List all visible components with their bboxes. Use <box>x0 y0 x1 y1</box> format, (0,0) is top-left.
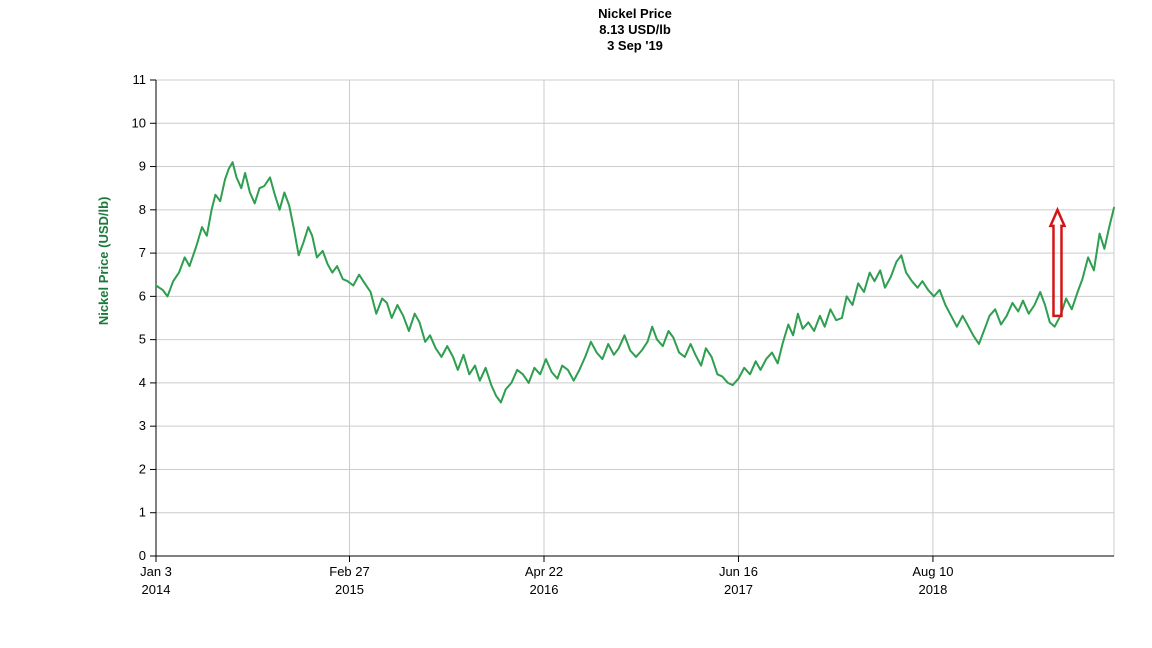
y-tick-label: 0 <box>139 548 146 563</box>
y-tick-label: 9 <box>139 159 146 174</box>
y-tick-label: 5 <box>139 332 146 347</box>
x-tick-label-line2: 2014 <box>142 582 171 597</box>
x-tick-label-line1: Aug 10 <box>912 564 953 579</box>
y-tick-label: 11 <box>133 72 147 87</box>
x-tick-label-line1: Jan 3 <box>140 564 172 579</box>
y-tick-label: 2 <box>139 461 146 476</box>
x-tick-label-line2: 2017 <box>724 582 753 597</box>
y-tick-label: 7 <box>139 245 146 260</box>
chart-subtitle-date: 3 Sep '19 <box>607 38 663 53</box>
y-tick-label: 8 <box>139 202 146 217</box>
y-tick-label: 4 <box>139 375 146 390</box>
y-tick-label: 3 <box>139 418 146 433</box>
y-axis-title: Nickel Price (USD/lb) <box>96 197 111 326</box>
x-tick-label-line2: 2015 <box>335 582 364 597</box>
x-tick-label-line1: Apr 22 <box>525 564 563 579</box>
y-tick-label: 1 <box>139 505 146 520</box>
x-tick-label-line2: 2018 <box>918 582 947 597</box>
y-tick-label: 10 <box>132 115 146 130</box>
chart-title: Nickel Price <box>598 6 672 21</box>
x-tick-label-line1: Jun 16 <box>719 564 758 579</box>
chart-svg: Nickel Price8.13 USD/lb3 Sep '19 0 1 2 3 4 5 6 7… <box>0 0 1152 648</box>
y-tick-label: 6 <box>139 288 146 303</box>
x-tick-label-line1: Feb 27 <box>329 564 369 579</box>
nickel-price-chart: Nickel Price8.13 USD/lb3 Sep '19 0 1 2 3 4 5 6 7… <box>0 0 1152 648</box>
chart-subtitle-price: 8.13 USD/lb <box>599 22 671 37</box>
x-tick-label-line2: 2016 <box>530 582 559 597</box>
